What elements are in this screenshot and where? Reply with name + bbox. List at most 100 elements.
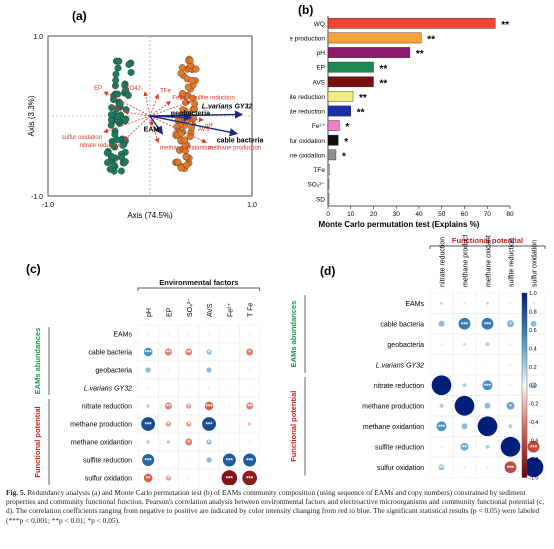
sample-point-left-cluster [125,61,133,68]
significance-label: ** [380,78,388,89]
panel-b: (b) 0 10 20 30 40 50 60 70 80 Monte Carlo permutat… [268,0,554,230]
heatmap-cell [452,436,477,458]
heatmap-cell [475,354,500,376]
colorbar-tick-label: 0.6 [529,328,537,334]
correlation-circle [460,442,469,451]
column-label: Fe²⁺ [227,303,234,318]
heatmap-cell [475,374,500,396]
correlation-circle [208,333,210,335]
x-tick-label: 20 [370,211,378,218]
sample-point-left-cluster [103,149,111,157]
sample-point-right-cluster [183,161,191,169]
env-vector-nitrate-reduction [123,115,151,141]
env-vector-label: SO42- [126,86,143,92]
correlation-circle [481,317,494,330]
row-label: geobacteria [387,342,424,349]
env-vector-label: Fe2+ [172,96,186,102]
panel-label: (d) [320,264,335,278]
panel-label-a: (a) [72,9,87,23]
panel-a: (a) -1.0 1.0 1.0 -1.0 Axis (74.5%) Axis (3.3%)… [0,0,290,230]
heatmap-cell [452,374,477,396]
category-label: sulfite reduction [290,94,325,101]
correlation-circle [206,439,212,445]
correlation-circle [187,477,190,479]
panel-label: (c) [26,262,41,276]
heatmap-cell [429,436,454,458]
significance-star: * [188,405,191,411]
row-group-label: EAMs abundances [33,328,42,395]
column-label: sulfite reduction [509,238,516,287]
correlation-circle [228,387,231,389]
sample-point-left-cluster [107,121,115,129]
env-vector-wq [123,110,151,117]
env-vector-label: pH [205,123,213,129]
column-label: EP [166,307,173,317]
heatmap-cell [452,292,477,314]
correlation-circle [208,387,210,389]
y-tick-label: -1.0 [31,194,43,201]
sample-point-left-cluster [114,90,122,98]
env-vector-label: AVS [198,127,210,133]
correlation-circle [532,343,535,346]
figure-label: Fig. 5. [6,488,26,497]
correlation-circle [228,369,231,371]
column-label: methane oxidantion [486,235,493,287]
heatmap-cell [452,354,477,376]
correlation-circle [463,363,466,366]
species-vector-eam [149,115,164,135]
colorbar-tick-label: 0.0 [529,383,537,389]
correlation-circle [532,302,535,305]
sample-point-right-cluster [177,69,185,77]
correlation-circle [246,348,254,356]
significance-star: * [509,322,512,328]
significance-star: ** [146,477,151,483]
row-label: methane production [70,422,132,429]
sample-point-left-cluster [117,167,125,175]
significance-star: ** [186,351,191,357]
heatmap-cell [452,313,477,335]
sample-point-left-cluster [112,76,120,84]
env-vector-fe2 [149,101,172,117]
panel-c: (c) Environmental factors pH EP SO₄²⁻ AVS Fe²⁺… [0,255,290,488]
correlation-circle [167,387,170,389]
top-bracket [429,245,546,249]
row-group-label: Functional potential [33,406,42,477]
top-bracket [137,287,261,291]
correlation-circle [486,363,489,366]
significance-label: ** [359,93,367,104]
correlation-circle [440,343,443,346]
correlation-heatmap-env: (c) Environmental factors pH EP SO₄²⁻ AVS Fe²⁺… [26,262,261,488]
heatmap-cell [429,313,454,335]
x-axis-label: Monte Carlo permutation test (Explains %… [319,220,480,229]
correlation-circle [485,342,490,347]
heatmap-cell [475,436,500,458]
heatmap-cell [429,333,454,355]
heatmap-cell [198,468,220,488]
colorbar-tick-label: -0.4 [529,420,538,426]
correlation-circle [509,363,512,366]
caption-text: Redundancy analysis (a) and Monte Carlo … [6,488,545,525]
correlation-circle [440,445,443,448]
row-label: sulfite reduction [83,458,132,465]
significance-label: * [345,122,349,133]
sample-point-left-cluster [122,106,130,114]
row-label: L.varians GY32 [84,386,132,393]
correlation-circle [458,317,471,330]
correlation-circle [484,402,491,409]
correlation-circle [204,401,214,411]
correlation-circle [164,348,172,356]
sample-point-right-cluster [186,56,194,64]
correlation-circle [482,380,493,391]
correlation-circle [186,421,192,427]
significance-star: * [188,423,191,429]
correlation-circle [527,440,540,453]
correlation-circle [506,401,515,410]
top-group-label: Environmental factors [159,278,238,287]
heatmap-cell [178,468,200,488]
sample-point-right-cluster [192,65,200,73]
significance-star: *** [461,322,469,328]
significance-star: ** [247,405,252,411]
heatmap-cell [452,415,477,437]
correlation-circle [477,416,498,437]
correlation-circle [206,367,212,373]
